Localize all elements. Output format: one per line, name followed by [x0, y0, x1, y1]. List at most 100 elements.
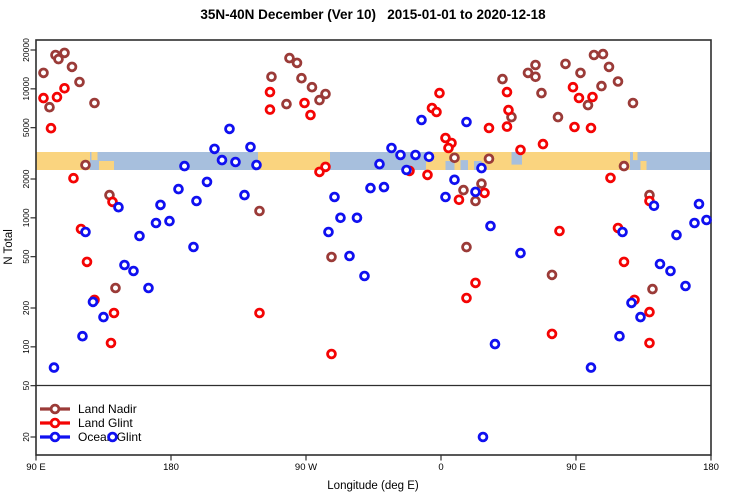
y-tick-label: 500: [21, 249, 31, 263]
data-point: [378, 181, 390, 193]
map-strip-ocean-patch: [445, 161, 455, 170]
data-point: [522, 67, 534, 79]
data-point: [461, 116, 472, 128]
data-point: [173, 183, 184, 195]
data-point: [201, 176, 213, 188]
data-point: [314, 94, 325, 106]
data-point: [423, 151, 435, 163]
data-point: [476, 178, 487, 190]
data-point: [320, 161, 331, 173]
data-point: [53, 53, 64, 65]
data-point: [575, 67, 586, 79]
data-point: [164, 215, 175, 227]
y-tick-label: 20000: [21, 38, 31, 62]
data-point: [515, 144, 526, 156]
y-tick-label: 100: [21, 339, 31, 353]
data-point: [479, 187, 490, 199]
data-point: [134, 230, 145, 242]
data-point: [453, 194, 465, 206]
plot-border: [35, 39, 712, 456]
map-strip-land-patch: [99, 161, 114, 170]
data-point: [143, 282, 154, 294]
data-point: [305, 109, 316, 121]
data-point: [326, 348, 337, 360]
data-point: [515, 247, 526, 259]
data-point: [191, 195, 202, 207]
legend-marker-circle: [49, 403, 61, 415]
legend-marker-circle: [49, 431, 61, 443]
data-point: [251, 159, 262, 171]
map-strip-ocean-segment: [90, 152, 258, 170]
y-tick-label: 2000: [21, 169, 31, 188]
data-point: [449, 174, 460, 186]
data-point: [701, 214, 712, 226]
data-point: [603, 61, 615, 73]
data-point: [605, 172, 616, 184]
data-point: [626, 297, 637, 309]
data-point: [306, 81, 318, 93]
data-point: [320, 88, 331, 100]
data-point: [77, 330, 88, 342]
axis-ticks: 90 E 180 90 W 0 90 E 180 20000 10000 5000 2000 100…: [21, 38, 719, 473]
data-point: [618, 160, 630, 172]
data-point: [585, 362, 597, 373]
data-point: [291, 57, 303, 69]
data-point: [470, 277, 481, 289]
data-point: [693, 198, 705, 210]
data-point: [266, 71, 277, 83]
data-point: [416, 114, 427, 126]
data-point: [74, 76, 85, 88]
y-tick-label: 50: [21, 381, 31, 391]
data-point: [401, 164, 412, 176]
data-point: [188, 241, 199, 253]
data-point: [87, 296, 99, 308]
data-point: [680, 280, 691, 292]
data-point: [254, 205, 265, 217]
data-point: [443, 142, 454, 154]
plot-frame: [35, 39, 712, 456]
data-point: [483, 153, 495, 165]
legend-label-land-nadir: Land Nadir: [78, 402, 137, 416]
data-point: [536, 87, 547, 99]
data-point: [98, 311, 109, 323]
data-point: [296, 72, 307, 84]
data-point: [374, 158, 385, 170]
data-point: [470, 195, 481, 207]
data-point: [108, 307, 120, 319]
map-strip-ocean-patch: [511, 152, 522, 165]
data-point: [635, 311, 646, 323]
data-point: [150, 217, 162, 229]
x-tick-label: 0: [438, 462, 443, 473]
x-tick-label: 180: [163, 462, 179, 473]
data-point: [81, 256, 93, 268]
data-point: [107, 431, 118, 443]
map-strip-land-segment: [258, 152, 330, 170]
data-point: [113, 201, 124, 213]
data-point: [48, 362, 60, 373]
data-point: [119, 259, 130, 271]
data-point: [569, 121, 580, 133]
data-point: [323, 226, 334, 238]
data-point: [654, 258, 666, 270]
data-point: [431, 106, 442, 118]
data-point: [597, 48, 609, 60]
data-point: [567, 81, 579, 93]
data-point: [461, 292, 472, 304]
data-point: [80, 159, 91, 171]
data-point: [38, 92, 49, 104]
data-point: [329, 191, 340, 203]
legend: Land Nadir Land Glint Ocean Glint: [40, 402, 142, 444]
data-point: [179, 160, 190, 172]
map-strip-land-patch: [633, 152, 638, 161]
y-tick-label: 10000: [21, 77, 31, 101]
data-point: [671, 229, 682, 241]
data-point: [546, 328, 558, 340]
map-strip: [36, 152, 711, 170]
data-point: [59, 47, 70, 59]
data-point: [264, 104, 276, 115]
data-point: [105, 337, 117, 349]
data-point: [483, 122, 495, 134]
data-point: [155, 199, 166, 211]
data-point: [489, 338, 501, 350]
data-point: [209, 143, 220, 155]
